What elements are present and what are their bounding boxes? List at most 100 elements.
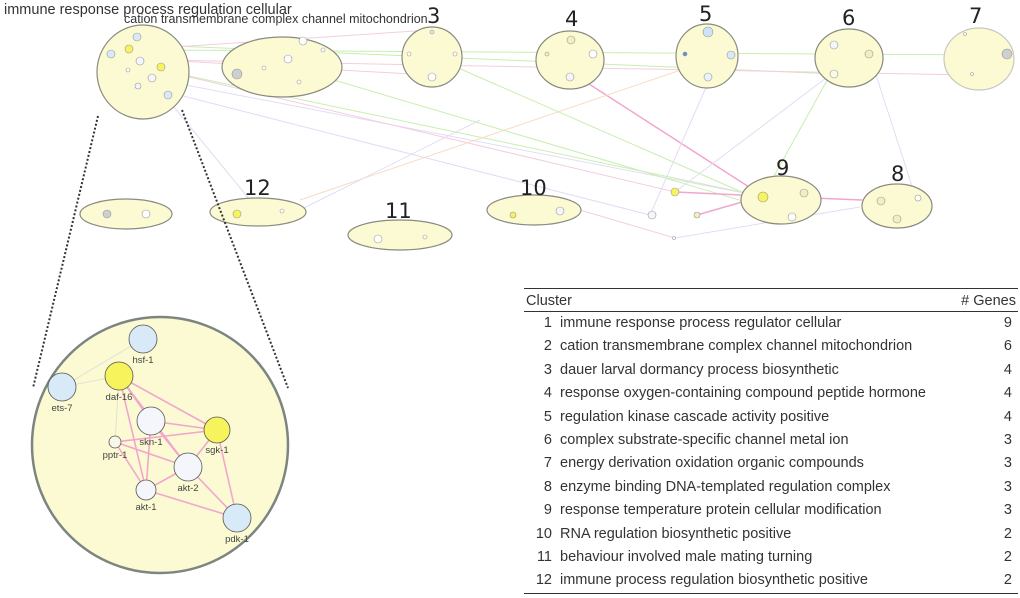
cluster-id: 11 xyxy=(536,548,552,565)
cluster-id: 9 xyxy=(543,502,552,519)
cluster-id: 1 xyxy=(543,315,552,331)
gene-node-circle[interactable] xyxy=(222,503,252,533)
cluster-name: enzyme binding DNA-templated regulation … xyxy=(560,478,891,495)
table-row: 9 response temperature protein cellular m… xyxy=(524,499,1018,522)
gene-node[interactable]: ets-7 xyxy=(47,372,77,414)
cluster-8-label: 8 xyxy=(891,162,905,186)
gene-count: 4 xyxy=(1003,408,1012,425)
gene-label: akt-1 xyxy=(135,502,156,513)
gene-node-circle[interactable] xyxy=(203,416,231,444)
table-row: 2 cation transmembrane complex channel mi… xyxy=(524,335,1018,358)
gene-count: 9 xyxy=(1003,315,1012,331)
cluster-9[interactable] xyxy=(740,175,822,225)
gene-node-circle[interactable] xyxy=(173,452,203,482)
cluster-11[interactable] xyxy=(347,219,453,251)
cluster-id: 2 xyxy=(543,338,552,355)
cluster-12-label: 12 xyxy=(244,176,271,200)
cluster-unlabeled[interactable] xyxy=(79,198,173,230)
cluster-name: behaviour involved male mating turning xyxy=(560,548,813,565)
cluster-9-label: 9 xyxy=(776,156,790,180)
gene-label: hsf-1 xyxy=(132,355,153,366)
gene-count: 3 xyxy=(1003,502,1012,519)
cluster-2-title: cation transmembrane complex channel mit… xyxy=(124,12,428,26)
cluster-name: immune process regulation biosynthetic p… xyxy=(560,572,868,589)
cluster-7[interactable] xyxy=(943,27,1015,91)
gene-node[interactable]: pptr-1 xyxy=(103,435,128,461)
gene-node[interactable]: daf-16 xyxy=(104,361,134,403)
cluster-table: Cluster # Genes 1 immune response process… xyxy=(524,288,1018,594)
gene-edge xyxy=(118,375,147,491)
gene-node[interactable]: akt-2 xyxy=(173,452,203,494)
cluster-4[interactable] xyxy=(535,30,605,90)
gene-node[interactable]: hsf-1 xyxy=(128,324,158,366)
cluster-id: 12 xyxy=(535,572,552,589)
cluster-id: 7 xyxy=(543,455,552,472)
header-cluster: Cluster xyxy=(526,293,572,309)
gene-edge xyxy=(118,375,218,431)
cluster-id: 5 xyxy=(543,408,552,425)
table-row: 11 behaviour involved male mating turning… xyxy=(524,546,1018,569)
gene-count: 3 xyxy=(1003,478,1012,495)
cluster-3[interactable] xyxy=(401,26,463,88)
gene-node-circle[interactable] xyxy=(136,406,166,436)
gene-node-circle[interactable] xyxy=(104,361,134,391)
gene-label: sgk-1 xyxy=(205,445,228,456)
cluster-7-label: 7 xyxy=(969,4,983,28)
gene-node-circle[interactable] xyxy=(108,435,122,449)
cluster-12[interactable] xyxy=(209,197,307,227)
cluster-4-label: 4 xyxy=(565,7,579,31)
cluster-2[interactable] xyxy=(221,36,343,98)
cluster-10-label: 10 xyxy=(520,176,547,200)
cluster-3-label: 3 xyxy=(427,4,441,28)
gene-node[interactable]: pdk-1 xyxy=(222,503,252,545)
small-gene-nodes xyxy=(102,26,1013,244)
gene-node-circle[interactable] xyxy=(135,479,157,501)
cluster-name: RNA regulation biosynthetic positive xyxy=(560,525,792,542)
cluster-name: immune response process regulator cellul… xyxy=(560,315,842,331)
cluster-id: 3 xyxy=(543,361,552,378)
cluster-name: dauer larval dormancy process biosynthet… xyxy=(560,361,839,378)
gene-label: skn-1 xyxy=(139,437,162,448)
gene-count: 2 xyxy=(1003,548,1012,565)
cluster-5[interactable] xyxy=(675,23,739,89)
cluster-10[interactable] xyxy=(486,194,582,226)
header-genes: # Genes xyxy=(961,293,1016,309)
cluster-6[interactable] xyxy=(814,28,884,88)
cluster-id: 10 xyxy=(535,525,552,542)
cluster-name: response temperature protein cellular mo… xyxy=(560,502,882,519)
gene-label: daf-16 xyxy=(106,392,133,403)
gene-node[interactable]: akt-1 xyxy=(135,479,157,513)
gene-edge xyxy=(114,429,218,443)
cluster-name: cation transmembrane complex channel mit… xyxy=(560,338,913,355)
gene-edge xyxy=(61,338,144,388)
gene-count: 3 xyxy=(1003,455,1012,472)
table-row: 1 immune response process regulator cellu… xyxy=(524,312,1018,335)
gene-count: 4 xyxy=(1003,361,1012,378)
cluster-5-label: 5 xyxy=(699,2,713,26)
gene-label: ets-7 xyxy=(51,403,72,414)
zoom-connector-lines xyxy=(32,109,289,389)
gene-count: 3 xyxy=(1003,431,1012,448)
cluster-id: 6 xyxy=(543,431,552,448)
cluster-ellipses xyxy=(79,23,1015,251)
gene-node[interactable]: skn-1 xyxy=(136,406,166,448)
table-row: 3 dauer larval dormancy process biosynthe… xyxy=(524,359,1018,382)
gene-label: pptr-1 xyxy=(103,450,128,461)
table-row: 12 immune process regulation biosynthetic… xyxy=(524,569,1018,592)
zoom-cluster-1-circle xyxy=(30,315,290,575)
table-row: 5 regulation kinase cascade activity posi… xyxy=(524,406,1018,429)
cluster-name: complex substrate-specific channel metal… xyxy=(560,431,849,448)
cluster-8[interactable] xyxy=(861,183,933,229)
gene-node-circle[interactable] xyxy=(47,372,77,402)
gene-node-circle[interactable] xyxy=(128,324,158,354)
gene-edge xyxy=(145,489,238,519)
gene-node[interactable]: sgk-1 xyxy=(203,416,231,456)
gene-count: 2 xyxy=(1003,572,1012,589)
gene-count: 4 xyxy=(1003,385,1012,402)
cluster-1[interactable] xyxy=(96,24,190,120)
cluster-name: energy derivation oxidation organic comp… xyxy=(560,455,864,472)
cluster-id: 4 xyxy=(543,385,552,402)
cluster-1-title: immune response process regulation cellu… xyxy=(4,2,292,18)
table-row: 8 enzyme binding DNA-templated regulation… xyxy=(524,476,1018,499)
